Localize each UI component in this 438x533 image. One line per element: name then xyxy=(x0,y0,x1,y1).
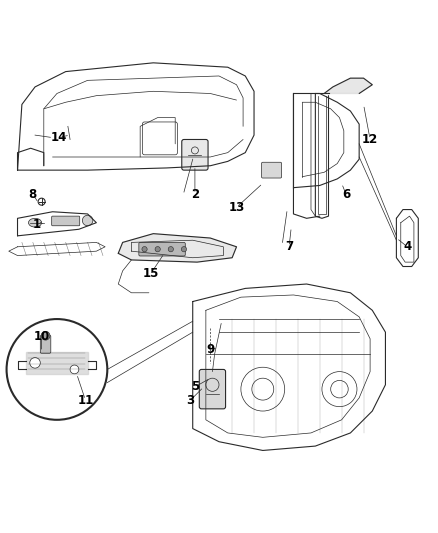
Polygon shape xyxy=(26,352,88,374)
Text: 15: 15 xyxy=(143,266,159,280)
Text: 1: 1 xyxy=(33,219,41,231)
Text: 5: 5 xyxy=(191,381,199,393)
FancyBboxPatch shape xyxy=(261,162,282,178)
Circle shape xyxy=(7,319,107,420)
Circle shape xyxy=(70,365,79,374)
FancyBboxPatch shape xyxy=(139,243,185,256)
Circle shape xyxy=(142,247,147,252)
Text: 8: 8 xyxy=(29,188,37,201)
Text: 12: 12 xyxy=(362,133,378,146)
Text: 11: 11 xyxy=(77,393,94,407)
Polygon shape xyxy=(118,233,237,262)
Text: 14: 14 xyxy=(51,131,67,144)
Text: 6: 6 xyxy=(342,188,350,201)
Text: 4: 4 xyxy=(403,240,411,253)
Circle shape xyxy=(155,247,160,252)
Text: 13: 13 xyxy=(228,201,245,214)
Circle shape xyxy=(30,358,40,368)
Circle shape xyxy=(82,215,93,226)
FancyBboxPatch shape xyxy=(40,335,51,353)
Polygon shape xyxy=(324,78,372,93)
Text: 7: 7 xyxy=(285,240,293,253)
Circle shape xyxy=(41,332,50,340)
Text: 3: 3 xyxy=(187,393,194,407)
FancyBboxPatch shape xyxy=(199,369,226,409)
Circle shape xyxy=(168,247,173,252)
FancyBboxPatch shape xyxy=(52,216,80,226)
FancyBboxPatch shape xyxy=(182,140,208,170)
Circle shape xyxy=(181,247,187,252)
Ellipse shape xyxy=(28,219,42,227)
Text: 9: 9 xyxy=(206,343,214,356)
Text: 2: 2 xyxy=(191,188,199,201)
Text: 10: 10 xyxy=(33,330,50,343)
